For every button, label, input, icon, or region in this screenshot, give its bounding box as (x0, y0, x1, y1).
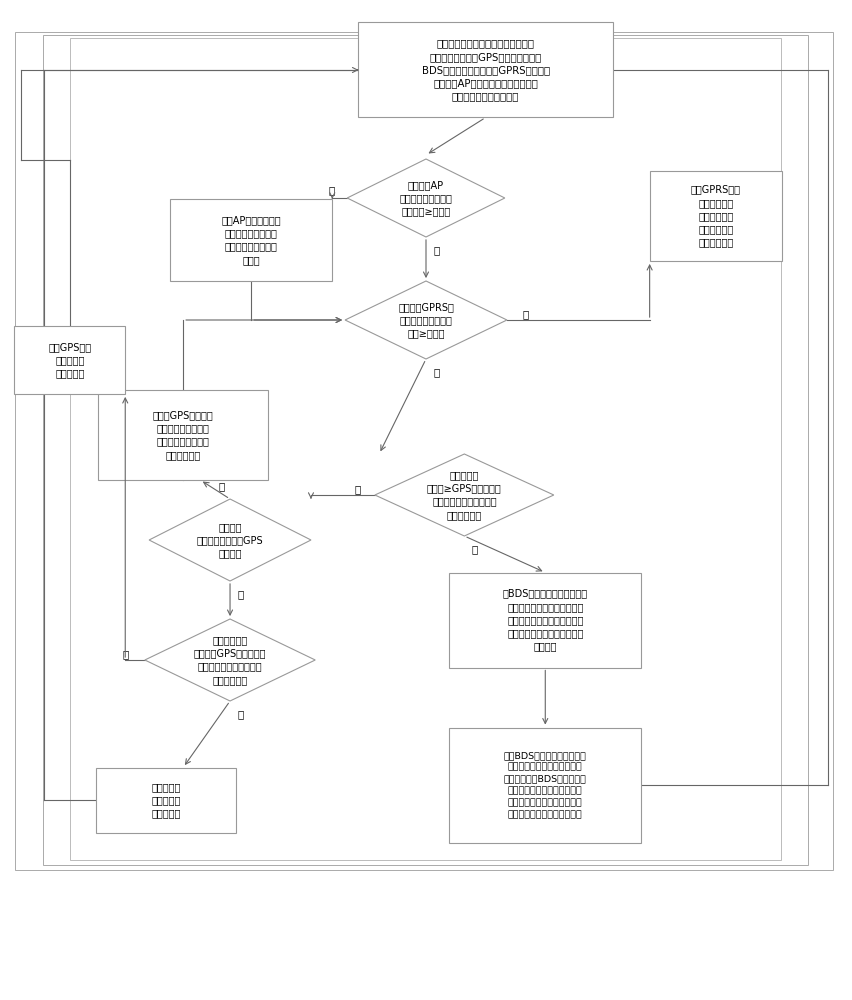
Text: 仅采用GPS全球定位
系统对当前动车自身
的列车方位动态信息
进行独立解算: 仅采用GPS全球定位 系统对当前动车自身 的列车方位动态信息 进行独立解算 (153, 410, 214, 460)
Polygon shape (145, 619, 315, 701)
Text: 放弃本次定
位和通讯，
延时三分钟: 放弃本次定 位和通讯， 延时三分钟 (152, 782, 181, 818)
Bar (43, 35, 808, 865)
Text: 至少有两个强
度合格的GPS卫星信号，
且同时有一个强度合格的
北斗卫星信号: 至少有两个强 度合格的GPS卫星信号， 且同时有一个强度合格的 北斗卫星信号 (193, 635, 267, 685)
Bar (15, 32, 833, 870)
Text: 利用AP无线网络向地
面运营调度指挥中心
传送全部两类动车关
键数据: 利用AP无线网络向地 面运营调度指挥中心 传送全部两类动车关 键数据 (222, 215, 281, 265)
Polygon shape (375, 454, 554, 536)
Text: 是: 是 (123, 649, 130, 659)
Polygon shape (345, 281, 507, 359)
Text: 是: 是 (471, 544, 478, 554)
Text: 至少同时
有四个强度合格的GPS
卫星信号: 至少同时 有四个强度合格的GPS 卫星信号 (197, 522, 263, 558)
Text: 判断当前GPRS等
无线网络的信号强度
指标≥预设值: 判断当前GPRS等 无线网络的信号强度 指标≥预设值 (398, 302, 454, 338)
Text: 是: 是 (522, 309, 529, 319)
Text: 否: 否 (433, 367, 440, 377)
Bar (649, 171, 782, 261)
Text: 否: 否 (433, 245, 440, 255)
Polygon shape (348, 159, 504, 237)
Bar (450, 728, 641, 842)
Text: 是: 是 (218, 481, 225, 491)
Bar (96, 768, 237, 832)
Text: 否: 否 (354, 484, 361, 494)
Polygon shape (149, 499, 311, 581)
Text: 判断当前AP
无线移动网络的信号
强度指标≥预设值: 判断当前AP 无线移动网络的信号 强度指标≥预设值 (400, 180, 452, 216)
Text: 用BDS北斗导航系统的双向短
报文通信功能传输不包括列车
方位动态信息（速度、坐标等
）在内的其余全部第二类动车
关键数据: 用BDS北斗导航系统的双向短 报文通信功能传输不包括列车 方位动态信息（速度、坐… (503, 589, 588, 651)
Text: 是: 是 (329, 185, 335, 195)
Text: 采用BDS北斗导航系统获取列
车方位动态信息（速度、坐标
等），并通过BDS北斗导航系
统双向短报文通信功能将该列
车方位动态信息传输给地面运
营调度指挥中心以: 采用BDS北斗导航系统获取列 车方位动态信息（速度、坐标 等），并通过BDS北斗… (504, 751, 587, 819)
Text: 判断北斗信
号指标≥GPS信号指标，
且至少有两个强度合格的
北斗卫星信号: 判断北斗信 号指标≥GPS信号指标， 且至少有两个强度合格的 北斗卫星信号 (427, 470, 502, 520)
Bar (14, 326, 125, 394)
Bar (98, 390, 268, 480)
Bar (170, 199, 332, 281)
Text: 否: 否 (237, 589, 244, 599)
Bar (450, 572, 641, 668)
Text: 利用GPRS等移
动网络向地面
运营调度指挥
中心传送第一
类车关键数据: 利用GPRS等移 动网络向地面 运营调度指挥 中心传送第一 类车关键数据 (691, 185, 740, 247)
Text: 否: 否 (237, 709, 244, 719)
Text: 为动车组列车安装远程数据无线传输
装置，该装置具备GPS导航定位功能、
BDS北斗导航定位功能、GPRS无线移动
网络以及AP无线网络数据通道并分别
调试，使其: 为动车组列车安装远程数据无线传输 装置，该装置具备GPS导航定位功能、 BDS北… (422, 39, 550, 101)
Text: 采用GPS和北
斗卫星混合
定位及解算: 采用GPS和北 斗卫星混合 定位及解算 (49, 342, 91, 378)
Bar (70, 38, 781, 860)
Bar (358, 22, 613, 117)
